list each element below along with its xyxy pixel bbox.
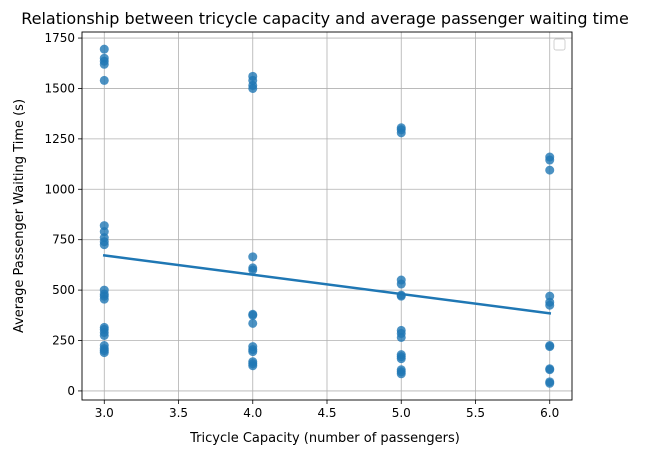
y-tick-label: 750 xyxy=(52,233,75,247)
scatter-point xyxy=(545,378,555,388)
y-tick-label: 1500 xyxy=(44,81,75,95)
scatter-point xyxy=(396,279,406,289)
x-tick-label: 6.0 xyxy=(540,406,559,420)
scatter-point xyxy=(248,310,258,320)
scatter-point xyxy=(545,155,555,165)
y-tick-label: 1750 xyxy=(44,31,75,45)
y-tick-label: 500 xyxy=(52,283,75,297)
chart-title: Relationship between tricycle capacity a… xyxy=(21,9,629,28)
scatter-point xyxy=(248,252,258,262)
scatter-point xyxy=(99,75,109,85)
scatter-point xyxy=(99,348,109,358)
x-axis-label: Tricycle Capacity (number of passengers) xyxy=(189,431,460,446)
scatter-point xyxy=(545,165,555,175)
x-tick-label: 5.5 xyxy=(466,406,485,420)
scatter-points xyxy=(99,44,555,388)
x-tick-label: 4.0 xyxy=(243,406,262,420)
y-axis-ticks: 0 250 500 750 1000 1250 1500 1750 xyxy=(44,31,82,398)
trend-line xyxy=(102,254,552,315)
scatter-point xyxy=(396,369,406,379)
legend xyxy=(553,38,566,51)
y-axis-label: Average Passenger Waiting Time (s) xyxy=(12,99,27,333)
scatter-point xyxy=(545,300,555,310)
scatter-point xyxy=(396,332,406,342)
scatter-point xyxy=(99,294,109,304)
y-tick-label: 250 xyxy=(52,334,75,348)
trend-line-group xyxy=(102,254,552,315)
scatter-point xyxy=(99,59,109,69)
scatter-point xyxy=(99,240,109,250)
scatter-point xyxy=(248,361,258,371)
y-tick-label: 1250 xyxy=(44,132,75,146)
scatter-point xyxy=(99,44,109,54)
scatter-point xyxy=(396,128,406,138)
scatter-point xyxy=(545,365,555,375)
y-tick-label: 1000 xyxy=(44,182,75,196)
scatter-point xyxy=(396,354,406,364)
grid xyxy=(82,32,572,400)
scatter-point xyxy=(248,347,258,357)
scatter-point xyxy=(248,318,258,328)
scatter-point xyxy=(248,265,258,275)
y-tick-label: 0 xyxy=(67,384,75,398)
x-tick-label: 4.5 xyxy=(317,406,336,420)
scatter-point xyxy=(545,342,555,352)
x-tick-label: 5.0 xyxy=(392,406,411,420)
x-tick-label: 3.5 xyxy=(169,406,188,420)
x-axis-ticks: 3.0 3.5 4.0 4.5 5.0 5.5 6.0 xyxy=(95,400,559,420)
x-tick-label: 3.0 xyxy=(95,406,114,420)
scatter-point xyxy=(248,83,258,93)
scatter-point xyxy=(99,330,109,340)
